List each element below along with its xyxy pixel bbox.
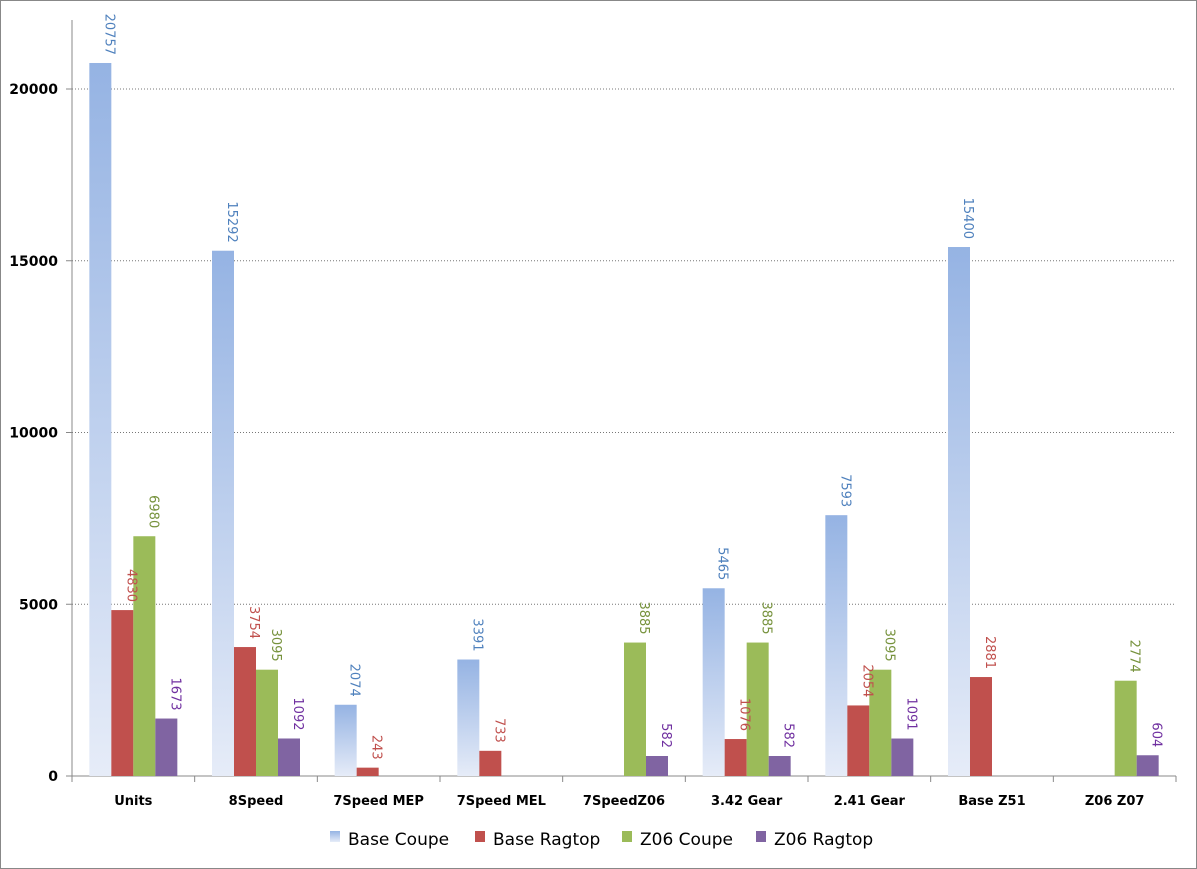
bar-base-ragtop (970, 677, 992, 776)
data-label: 15400 (960, 198, 975, 239)
x-tick-label: 7Speed MEL (457, 794, 546, 809)
x-tick-label: 2.41 Gear (834, 794, 906, 809)
bar-z06-coupe (133, 536, 156, 776)
data-label: 15292 (224, 201, 239, 242)
y-tick-label: 10000 (9, 426, 58, 442)
data-label: 3885 (759, 601, 774, 634)
x-tick-label: 7Speed MEP (333, 794, 424, 809)
bar-z06-coupe (256, 669, 278, 776)
bar-z06-coupe (624, 642, 646, 776)
data-label: 243 (369, 735, 384, 760)
legend-swatch (622, 831, 632, 842)
bar-z06-coupe (746, 642, 769, 776)
bar-base-coupe (825, 515, 848, 776)
data-label: 20757 (101, 14, 116, 55)
data-label: 3095 (268, 629, 283, 662)
data-label: 3095 (881, 629, 896, 662)
x-tick-label: 7SpeedZ06 (583, 794, 665, 809)
data-label: 1091 (903, 697, 918, 730)
data-label: 733 (491, 718, 506, 743)
legend-label: Z06 Coupe (640, 830, 733, 850)
bar-base-coupe (702, 588, 725, 776)
bar-base-ragtop (479, 750, 502, 776)
x-tick-label: Z06 Z07 (1085, 794, 1145, 809)
data-label: 7593 (837, 474, 852, 507)
bar-z06-ragtop (646, 756, 668, 776)
data-label: 1673 (167, 677, 182, 710)
data-label: 2074 (347, 664, 362, 697)
x-tick-label: Units (114, 794, 152, 809)
bar-base-ragtop (724, 739, 747, 776)
x-tick-label: 8Speed (229, 794, 284, 809)
data-label: 5465 (715, 547, 730, 580)
bar-z06-ragtop (278, 738, 300, 776)
bar-base-coupe (334, 704, 357, 776)
data-label: 2054 (859, 664, 874, 697)
data-label: 2881 (982, 636, 997, 669)
bar-z06-ragtop (1136, 755, 1159, 776)
bar-z06-ragtop (768, 756, 791, 776)
bar-base-coupe (89, 62, 112, 776)
data-label: 604 (1149, 722, 1164, 747)
bar-z06-coupe (869, 669, 892, 776)
data-label: 1092 (290, 697, 305, 730)
bar-base-coupe (948, 247, 970, 776)
x-tick-label: 3.42 Gear (711, 794, 783, 809)
bar-base-ragtop (847, 705, 870, 776)
y-tick-label: 5000 (19, 597, 58, 613)
bar-base-ragtop (234, 647, 256, 776)
legend-swatch (756, 831, 766, 842)
bar-z06-ragtop (155, 718, 178, 776)
data-label: 6980 (145, 495, 160, 528)
x-tick-label: Base Z51 (958, 794, 1025, 809)
y-tick-label: 0 (48, 769, 58, 785)
bar-base-coupe (457, 659, 480, 776)
data-label: 3885 (636, 601, 651, 634)
legend-swatch (475, 831, 485, 842)
legend-label: Base Ragtop (493, 830, 600, 850)
data-label: 2774 (1127, 640, 1142, 673)
bar-base-coupe (212, 250, 234, 777)
y-tick-label: 15000 (9, 254, 58, 270)
data-label: 3391 (469, 618, 484, 651)
legend-swatch (330, 831, 340, 842)
data-label: 582 (658, 723, 673, 748)
bar-z06-ragtop (891, 738, 914, 776)
y-tick-label: 20000 (9, 82, 58, 98)
data-label: 582 (781, 723, 796, 748)
data-label: 3754 (246, 606, 261, 639)
legend-label: Z06 Ragtop (774, 830, 873, 850)
bar-base-ragtop (356, 767, 379, 776)
data-label: 1076 (737, 698, 752, 731)
bar-base-ragtop (111, 610, 134, 776)
bar-z06-coupe (1114, 680, 1137, 776)
legend-label: Base Coupe (348, 830, 449, 850)
data-label: 4830 (123, 569, 138, 602)
